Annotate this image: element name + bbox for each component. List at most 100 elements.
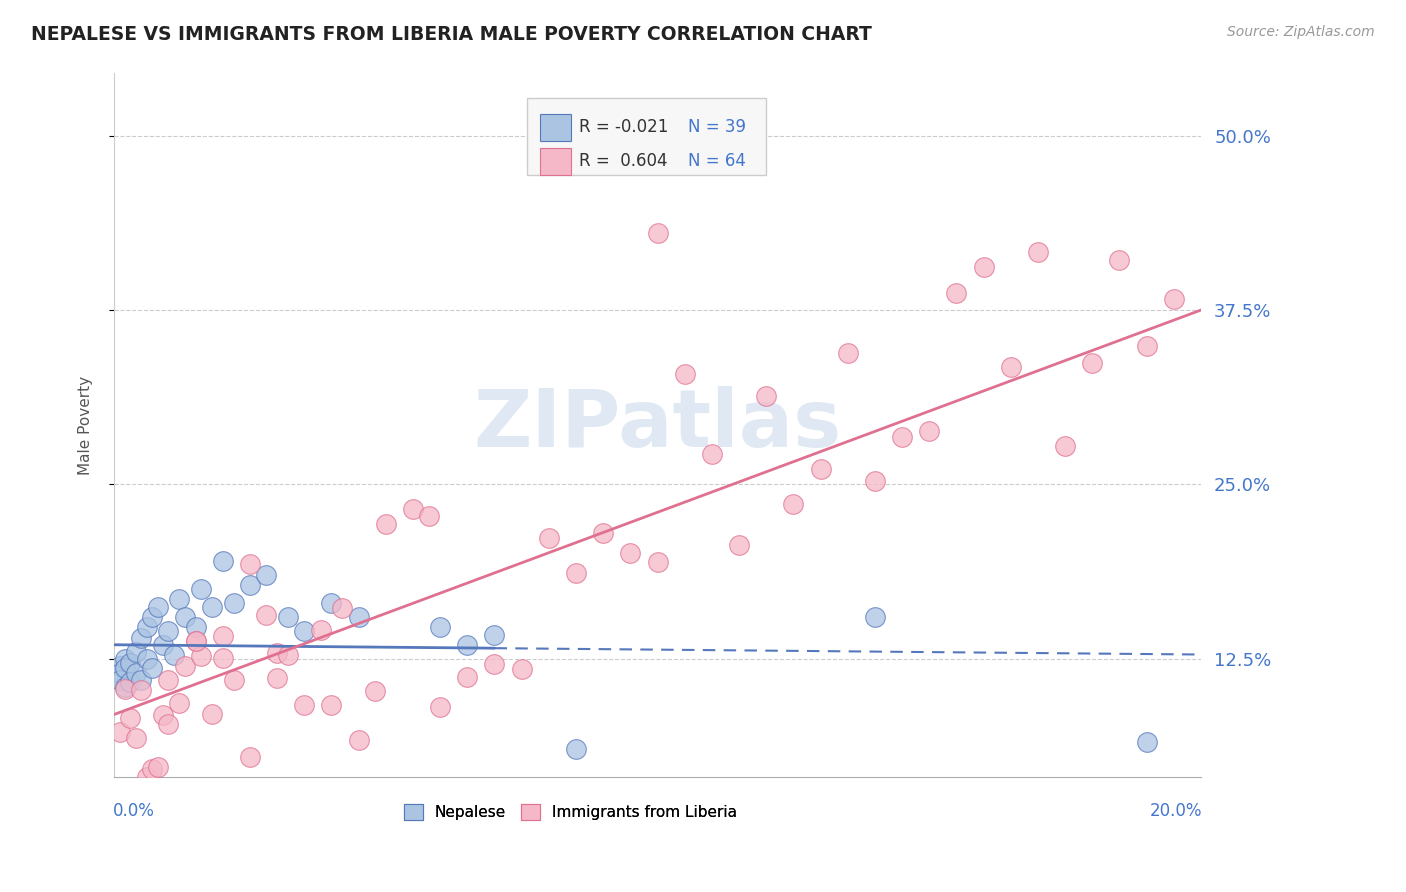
Point	[537, 532, 560, 546]
Point	[254, 568, 277, 582]
Point	[321, 596, 343, 610]
Point	[1135, 735, 1157, 749]
Text: R = -0.021: R = -0.021	[579, 118, 669, 136]
Point	[891, 430, 914, 444]
Point	[418, 509, 440, 524]
Point	[125, 731, 148, 745]
Point	[484, 628, 506, 642]
Point	[157, 717, 180, 731]
Point	[1000, 359, 1022, 374]
Point	[125, 665, 148, 680]
Point	[190, 582, 212, 596]
Point	[146, 759, 169, 773]
Point	[120, 675, 142, 690]
Bar	[527, 97, 766, 175]
Point	[135, 770, 157, 784]
Point	[211, 651, 233, 665]
Point	[456, 638, 478, 652]
Point	[114, 682, 136, 697]
Point	[647, 555, 669, 569]
Point	[1026, 244, 1049, 259]
Point	[152, 708, 174, 723]
Point	[647, 227, 669, 241]
Point	[163, 648, 186, 662]
Point	[277, 648, 299, 663]
Point	[429, 699, 451, 714]
Point	[863, 610, 886, 624]
Point	[129, 682, 152, 697]
Point	[321, 698, 343, 712]
Point	[292, 698, 315, 713]
Bar	[540, 113, 571, 141]
Point	[169, 696, 191, 710]
Point	[135, 651, 157, 665]
Point	[222, 673, 245, 688]
Text: N = 64: N = 64	[688, 153, 745, 170]
Point	[141, 762, 163, 776]
Bar	[540, 147, 571, 175]
Text: 20.0%: 20.0%	[1150, 802, 1202, 820]
Y-axis label: Male Poverty: Male Poverty	[79, 376, 93, 475]
Point	[673, 367, 696, 381]
Point	[374, 516, 396, 531]
Point	[837, 345, 859, 359]
Point	[309, 623, 332, 637]
Point	[292, 624, 315, 638]
Point	[863, 474, 886, 488]
Point	[1108, 252, 1130, 267]
Point	[484, 657, 506, 671]
Point	[973, 260, 995, 274]
Point	[201, 706, 224, 721]
Text: N = 39: N = 39	[688, 118, 747, 136]
Point	[429, 619, 451, 633]
Point	[592, 525, 614, 540]
Point	[108, 658, 131, 673]
Point	[108, 673, 131, 687]
Point	[254, 608, 277, 623]
Point	[402, 502, 425, 516]
Point	[184, 619, 207, 633]
Point	[266, 671, 288, 685]
Point	[810, 461, 832, 475]
Point	[120, 711, 142, 725]
Point	[135, 619, 157, 633]
Point	[1163, 292, 1185, 306]
Point	[330, 600, 353, 615]
Point	[114, 651, 136, 665]
Point	[173, 659, 195, 673]
Text: R =  0.604: R = 0.604	[579, 153, 668, 170]
Point	[347, 610, 370, 624]
Point	[129, 631, 152, 645]
Point	[1081, 355, 1104, 369]
Text: ZIPatlas: ZIPatlas	[474, 386, 842, 464]
Point	[1135, 339, 1157, 353]
Point	[456, 670, 478, 684]
Point	[266, 646, 288, 660]
Point	[918, 424, 941, 438]
Point	[222, 596, 245, 610]
Point	[728, 538, 751, 552]
Point	[129, 673, 152, 687]
Point	[184, 633, 207, 648]
Point	[125, 645, 148, 659]
Point	[114, 680, 136, 694]
Point	[565, 742, 588, 756]
Point	[114, 661, 136, 675]
Text: NEPALESE VS IMMIGRANTS FROM LIBERIA MALE POVERTY CORRELATION CHART: NEPALESE VS IMMIGRANTS FROM LIBERIA MALE…	[31, 25, 872, 44]
Point	[1054, 440, 1077, 454]
Point	[141, 661, 163, 675]
Text: Source: ZipAtlas.com: Source: ZipAtlas.com	[1227, 25, 1375, 39]
Legend: Nepalese, Immigrants from Liberia: Nepalese, Immigrants from Liberia	[398, 797, 742, 826]
Point	[945, 285, 967, 300]
Point	[157, 624, 180, 638]
Point	[755, 388, 778, 402]
Point	[239, 557, 262, 571]
Point	[184, 634, 207, 648]
Point	[108, 665, 131, 680]
Point	[190, 649, 212, 664]
Point	[565, 566, 588, 581]
Point	[211, 554, 233, 568]
Point	[141, 610, 163, 624]
Point	[173, 610, 195, 624]
Point	[201, 600, 224, 615]
